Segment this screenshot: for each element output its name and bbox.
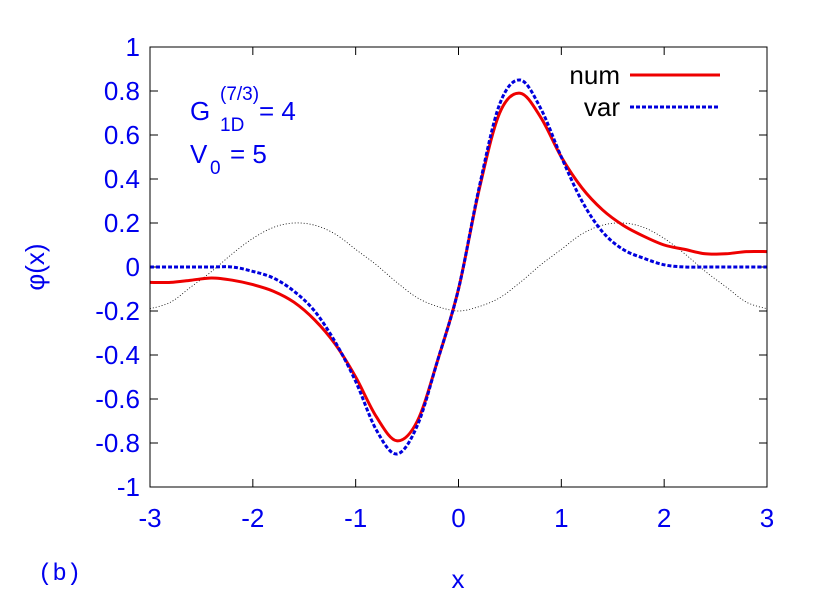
annotation-sub: 1D [220,115,244,136]
annotation-base: V [190,139,208,169]
legend-label: num [569,60,620,90]
y-tick-label: 0.2 [104,208,140,238]
y-axis-label: φ(x) [20,243,50,290]
x-tick-label: 0 [451,503,465,533]
annotation-tail: = 4 [259,96,296,126]
x-tick-label: -2 [241,503,264,533]
panel-label: (b) [38,561,81,588]
y-tick-label: -0.2 [95,296,140,326]
annotation-tail: = 5 [230,139,267,169]
y-tick-label: 0.4 [104,164,140,194]
x-tick-label: 3 [760,503,774,533]
x-tick-label: -3 [138,503,161,533]
annotation-sub: 0 [210,158,221,179]
y-tick-label: -0.6 [95,384,140,414]
y-tick-label: -0.8 [95,428,140,458]
y-tick-label: 1 [126,32,140,62]
y-tick-label: -0.4 [95,340,140,370]
x-axis-label: x [452,564,465,594]
y-tick-label: -1 [117,472,140,502]
annotation-sup: (7/3) [220,84,259,105]
y-tick-label: 0.8 [104,76,140,106]
legend-label: var [584,92,620,122]
x-tick-label: -1 [344,503,367,533]
y-tick-label: 0 [126,252,140,282]
series-line [149,78,767,456]
y-tick-label: 0.6 [104,120,140,150]
plot-frame [149,46,768,488]
annotation-base: G [190,96,210,126]
x-tick-label: 2 [657,503,671,533]
x-tick-label: 1 [554,503,568,533]
